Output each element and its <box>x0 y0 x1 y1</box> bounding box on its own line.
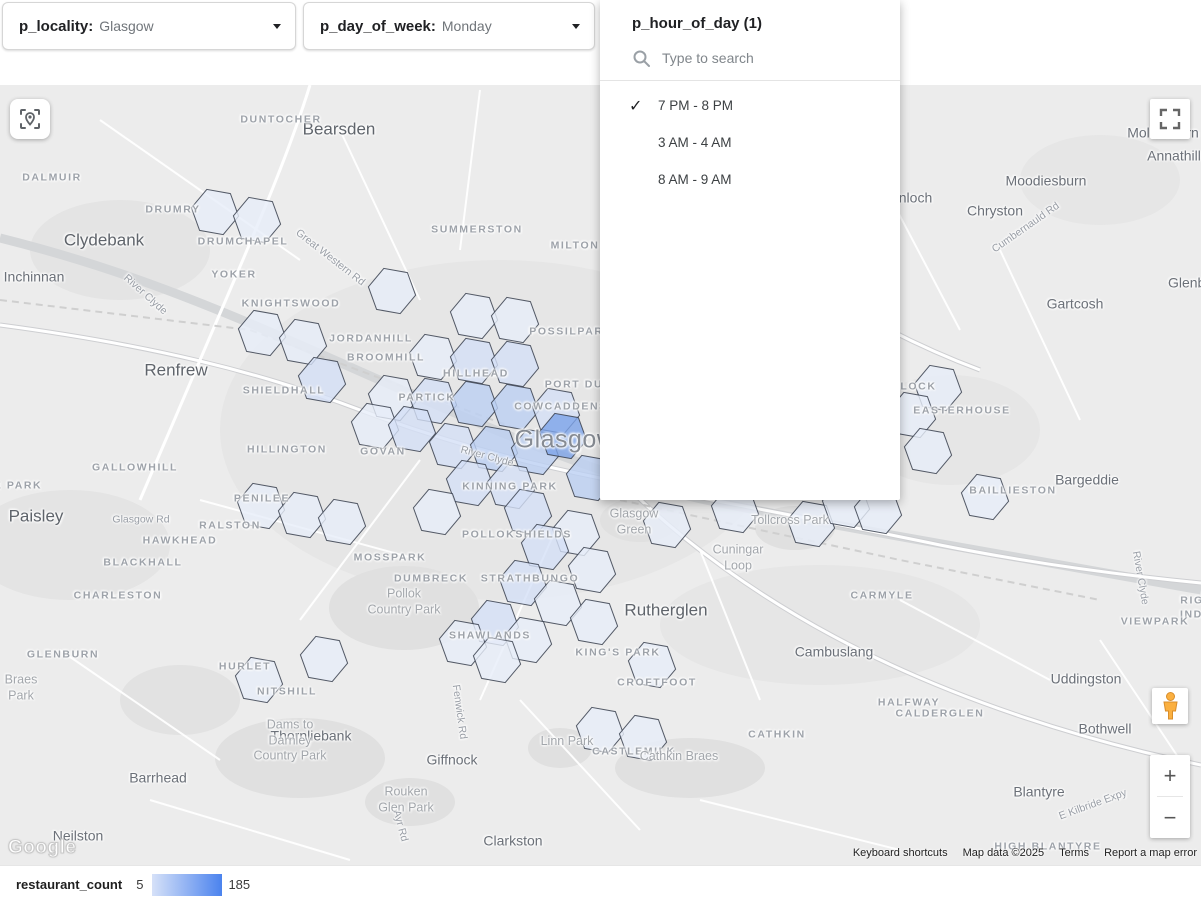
legend-gradient-swatch <box>152 873 223 896</box>
legend-min-value: 5 <box>136 877 144 892</box>
keyboard-shortcuts-link[interactable]: Keyboard shortcuts <box>852 847 948 859</box>
recenter-button[interactable] <box>10 99 50 139</box>
google-logo[interactable]: Google <box>7 836 77 858</box>
fullscreen-icon <box>1159 108 1181 130</box>
chevron-down-icon <box>273 23 281 29</box>
dropdown-title: p_hour_of_day (1) <box>632 15 763 32</box>
zoom-divider <box>1157 796 1183 797</box>
day-filter-label: p_day_of_week: <box>320 17 436 35</box>
dropdown-option[interactable]: ✓8 AM - 9 AM <box>600 161 900 198</box>
legend-field-name: restaurant_count <box>16 877 123 892</box>
locality-filter-label: p_locality: <box>19 17 94 35</box>
search-icon <box>633 50 650 67</box>
location-crosshair-icon <box>20 109 40 129</box>
day-filter-value: Monday <box>441 18 492 34</box>
dropdown-option-label: 7 PM - 8 PM <box>658 98 734 113</box>
dropdown-search-input[interactable] <box>660 49 864 67</box>
day-of-week-filter-chip[interactable]: p_day_of_week: Monday <box>303 2 595 50</box>
map-attribution: Keyboard shortcuts Map data ©2025 Terms Rep… <box>853 847 1197 859</box>
hour-of-day-dropdown-panel: p_hour_of_day (1) ✓ 7 PM - 8 PM ✓3 AM - 4 … <box>600 0 900 500</box>
report-error-link[interactable]: Report a map error <box>1104 847 1197 859</box>
zoom-out-button[interactable]: − <box>1163 804 1177 830</box>
fullscreen-button[interactable] <box>1150 99 1190 139</box>
dropdown-options: ✓ 7 PM - 8 PM ✓3 AM - 4 AM✓8 AM - 9 AM <box>600 87 900 198</box>
locality-filter-value: Glasgow <box>99 18 154 34</box>
map-data-text: Map data ©2025 <box>962 847 1045 859</box>
legend-bar: restaurant_count 5 185 <box>0 865 1201 903</box>
dropdown-option-label: 8 AM - 9 AM <box>658 172 732 187</box>
check-icon: ✓ <box>629 97 643 115</box>
chevron-down-icon <box>572 23 580 29</box>
locality-filter-chip[interactable]: p_locality: Glasgow <box>2 2 296 50</box>
terms-link[interactable]: Terms <box>1059 847 1090 859</box>
zoom-control: + − <box>1150 755 1190 838</box>
dropdown-option-label: 3 AM - 4 AM <box>658 135 732 150</box>
dropdown-option[interactable]: ✓ 7 PM - 8 PM <box>600 87 900 124</box>
dropdown-option[interactable]: ✓3 AM - 4 AM <box>600 124 900 161</box>
dropdown-search-row <box>600 41 900 81</box>
zoom-in-button[interactable]: + <box>1163 762 1177 788</box>
legend-max-value: 185 <box>228 877 251 892</box>
pegman-icon <box>1162 692 1178 720</box>
pegman-button[interactable] <box>1152 688 1188 724</box>
